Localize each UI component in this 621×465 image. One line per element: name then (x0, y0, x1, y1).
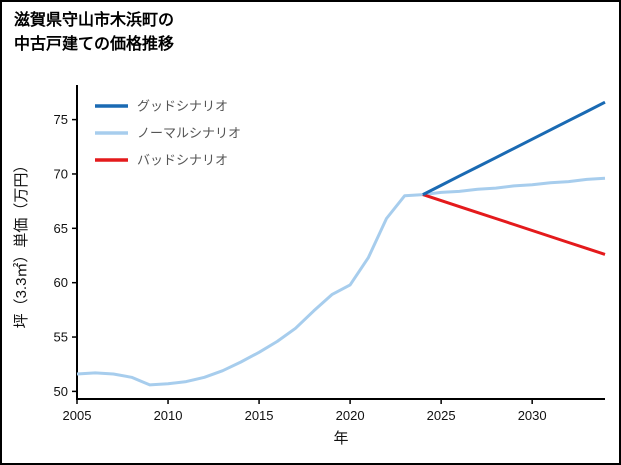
legend-label: ノーマルシナリオ (137, 126, 241, 141)
x-tick-label: 2020 (336, 408, 365, 423)
x-tick-label: 2025 (427, 408, 456, 423)
y-tick-label: 60 (54, 275, 68, 290)
x-tick-label: 2030 (518, 408, 547, 423)
axes (76, 85, 605, 400)
y-tick-label: 50 (54, 384, 68, 399)
page-title: 滋賀県守山市木浜町の 中古戸建ての価格推移 (14, 9, 174, 57)
x-axis-label: 年 (333, 430, 348, 447)
legend-label: グッドシナリオ (137, 99, 228, 114)
page-title-line2: 中古戸建ての価格推移 (14, 36, 175, 53)
page-title-line1: 滋賀県守山市木浜町の (14, 12, 175, 29)
legend-item-1: ノーマルシナリオ (95, 126, 241, 141)
x-axis: 2005 2010 2015 2020 2025 2030 (63, 399, 547, 423)
y-axis-label: 坪（3.3㎡）単価（万円） (13, 158, 30, 329)
y-tick-label: 75 (54, 112, 68, 127)
series-line-2 (422, 193, 606, 256)
y-tick-label: 65 (54, 221, 68, 236)
series-line-1 (76, 176, 606, 387)
y-tick-label: 70 (54, 166, 68, 181)
series-lines (76, 100, 606, 387)
x-tick-label: 2015 (245, 408, 274, 423)
legend-item-2: バッドシナリオ (95, 153, 228, 168)
y-tick-label: 55 (54, 330, 68, 345)
legend-label: バッドシナリオ (137, 153, 228, 168)
series-line-0 (422, 100, 606, 196)
y-axis: 50 55 60 65 70 75 (54, 112, 77, 399)
x-tick-label: 2005 (63, 408, 92, 423)
legend-item-0: グッドシナリオ (95, 99, 228, 114)
x-tick-label: 2010 (154, 408, 183, 423)
